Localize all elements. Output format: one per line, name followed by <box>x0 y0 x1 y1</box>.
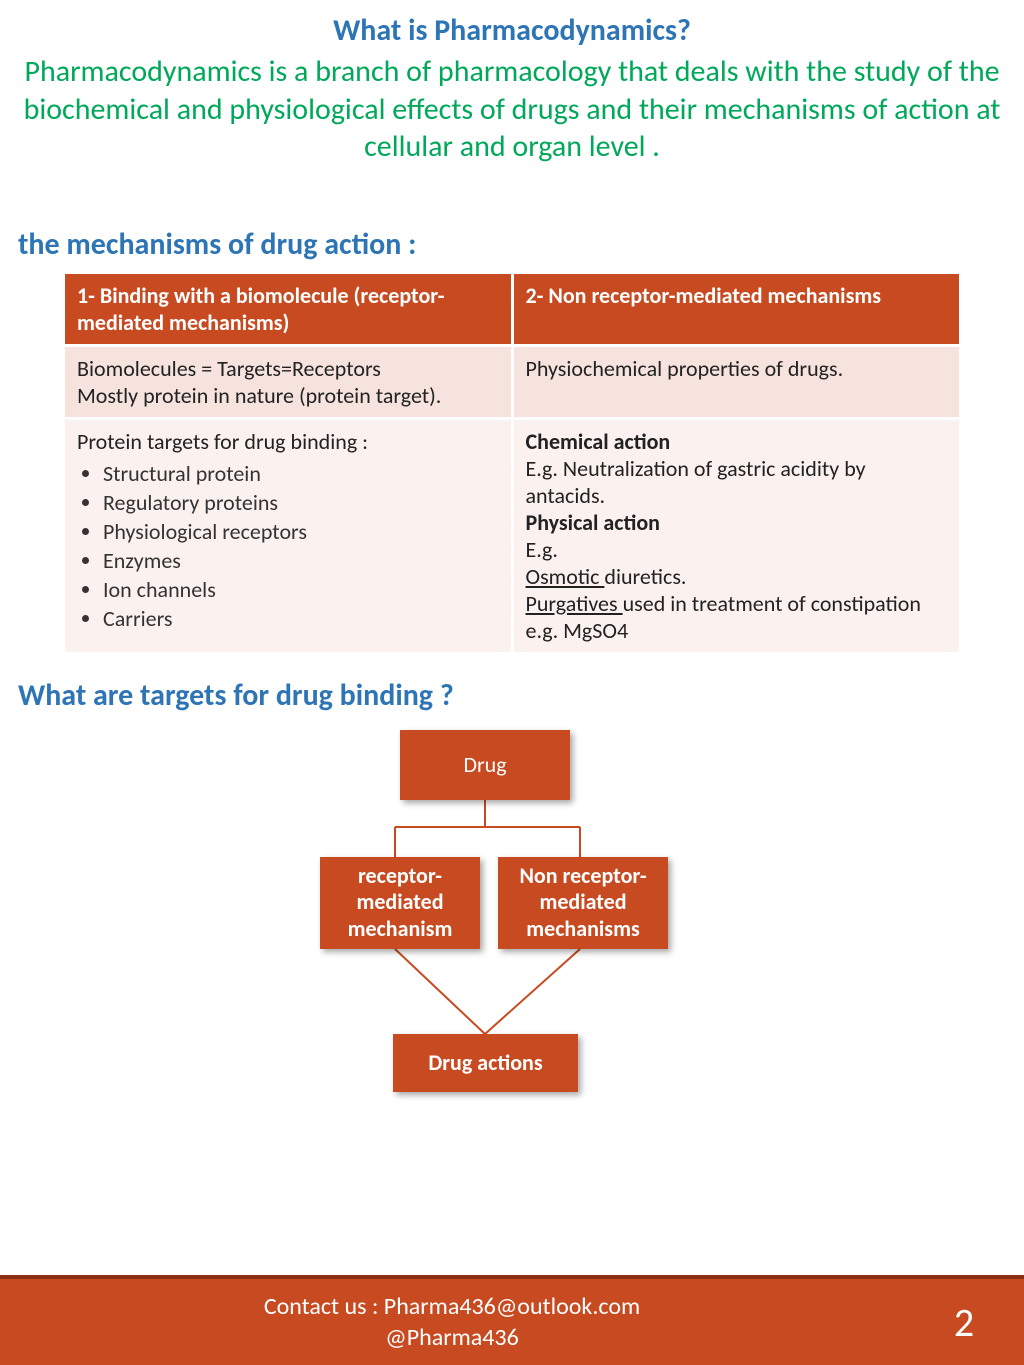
flow-node-actions: Drug actions <box>393 1034 578 1092</box>
cell-line: Protein targets for drug binding : <box>77 428 499 455</box>
underline: Osmotic <box>526 563 605 590</box>
table-header-right: 2- Non receptor-mediated mechanisms <box>514 274 960 344</box>
flowchart: Drug receptor-mediated mechanism Non rec… <box>0 722 1024 1142</box>
mechanisms-table: 1- Binding with a biomolecule (receptor-… <box>62 271 962 655</box>
section-mechanisms-header: the mechanisms of drug action : <box>0 166 1024 271</box>
underline: Purgatives <box>526 590 623 617</box>
list-item: Ion channels <box>103 575 499 604</box>
list-item: Structural protein <box>103 459 499 488</box>
list-item: Physiological receptors <box>103 517 499 546</box>
text: diuretics. <box>604 563 686 590</box>
section-targets-header: What are targets for drug binding ? <box>0 655 1024 722</box>
table-header-left: 1- Binding with a biomolecule (receptor-… <box>65 274 511 344</box>
table-cell: Biomolecules = Targets=Receptors Mostly … <box>65 347 511 417</box>
footer-bar: Contact us : Pharma436@outlook.com @Phar… <box>0 1275 1024 1365</box>
protein-target-list: Structural protein Regulatory proteins P… <box>77 459 499 633</box>
page-number: 2 <box>904 1298 1024 1347</box>
list-item: Regulatory proteins <box>103 488 499 517</box>
footer-contact: Contact us : Pharma436@outlook.com @Phar… <box>0 1291 904 1353</box>
flow-node-nonreceptor: Non receptor-mediated mechanisms <box>498 857 668 949</box>
intro-text: Pharmacodynamics is a branch of pharmaco… <box>0 49 1024 166</box>
contact-email: Contact us : Pharma436@outlook.com <box>0 1291 904 1322</box>
cell-subhead: Physical action <box>526 509 948 536</box>
cell-line: E.g. <box>526 536 948 563</box>
cell-line: Mostly protein in nature (protein target… <box>77 382 499 409</box>
contact-handle: @Pharma436 <box>0 1322 904 1353</box>
table-cell: Chemical action E.g. Neutralization of g… <box>514 420 960 652</box>
list-item: Enzymes <box>103 546 499 575</box>
page-title: What is Pharmacodynamics? <box>0 0 1024 49</box>
flow-node-drug: Drug <box>400 730 570 800</box>
flow-node-receptor: receptor-mediated mechanism <box>320 857 480 949</box>
cell-line: Osmotic diuretics. <box>526 563 948 590</box>
cell-line: E.g. Neutralization of gastric acidity b… <box>526 455 948 509</box>
cell-line: Biomolecules = Targets=Receptors <box>77 355 499 382</box>
cell-subhead: Chemical action <box>526 428 948 455</box>
cell-line: Purgatives used in treatment of constipa… <box>526 590 948 644</box>
list-item: Carriers <box>103 604 499 633</box>
table-cell: Physiochemical properties of drugs. <box>514 347 960 417</box>
table-cell: Protein targets for drug binding : Struc… <box>65 420 511 652</box>
